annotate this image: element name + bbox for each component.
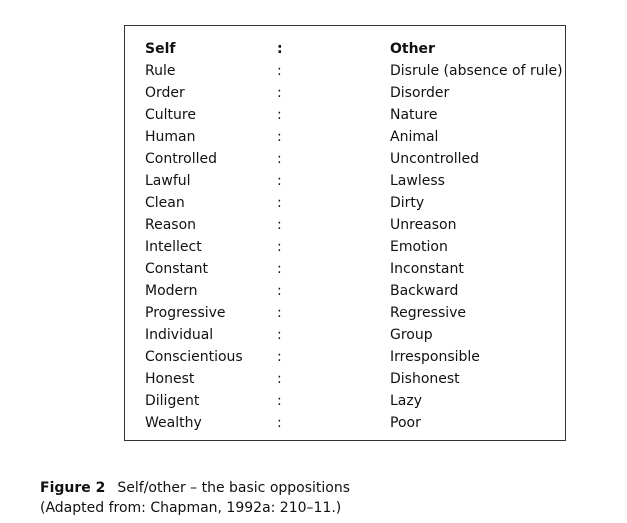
- separator-cell: :: [277, 217, 282, 233]
- table-row: Order: Disorder: [125, 82, 565, 104]
- other-cell: Lazy: [390, 393, 423, 409]
- self-cell: Reason: [145, 217, 197, 233]
- table-row: Honest: Dishonest: [125, 368, 565, 390]
- other-cell: Emotion: [390, 239, 448, 255]
- self-cell: Progressive: [145, 305, 226, 321]
- other-cell: Lawless: [390, 173, 445, 189]
- separator-cell: :: [277, 261, 282, 277]
- self-cell: Rule: [145, 63, 176, 79]
- self-cell: Order: [145, 85, 185, 101]
- figure-source: (Adapted from: Chapman, 1992a: 210–11.): [40, 500, 342, 516]
- other-cell: Uncontrolled: [390, 151, 480, 167]
- table-header-row: Self : Other: [125, 38, 565, 60]
- separator-cell: :: [277, 283, 282, 299]
- other-cell: Irresponsible: [390, 349, 480, 365]
- separator-cell: :: [277, 415, 282, 431]
- table-row: Individual: Group: [125, 324, 565, 346]
- oppositions-table: Self : Other Rule: Disrule (absence of ru…: [124, 25, 566, 441]
- other-cell: Backward: [390, 283, 459, 299]
- separator-cell: :: [277, 63, 282, 79]
- other-cell: Nature: [390, 107, 438, 123]
- header-separator: :: [277, 41, 283, 57]
- self-cell: Controlled: [145, 151, 217, 167]
- separator-cell: :: [277, 349, 282, 365]
- figure-caption: Figure 2 Self/other – the basic oppositio…: [40, 478, 350, 518]
- table-row: Wealthy: Poor: [125, 412, 565, 434]
- separator-cell: :: [277, 327, 282, 343]
- self-cell: Diligent: [145, 393, 200, 409]
- other-cell: Dishonest: [390, 371, 460, 387]
- table-row: Rule: Disrule (absence of rule): [125, 60, 565, 82]
- separator-cell: :: [277, 305, 282, 321]
- self-cell: Modern: [145, 283, 198, 299]
- other-cell: Poor: [390, 415, 421, 431]
- self-cell: Individual: [145, 327, 214, 343]
- separator-cell: :: [277, 129, 282, 145]
- other-cell: Disorder: [390, 85, 450, 101]
- other-cell: Dirty: [390, 195, 425, 211]
- table-row: Lawful: Lawless: [125, 170, 565, 192]
- table-row: Constant: Inconstant: [125, 258, 565, 280]
- caption-line: Figure 2 Self/other – the basic oppositio…: [40, 478, 350, 498]
- figure-title: Self/other – the basic oppositions: [117, 480, 351, 496]
- table-row: Culture: Nature: [125, 104, 565, 126]
- header-self: Self: [145, 41, 176, 57]
- separator-cell: :: [277, 151, 282, 167]
- table-row: Clean: Dirty: [125, 192, 565, 214]
- other-cell: Inconstant: [390, 261, 464, 277]
- self-cell: Constant: [145, 261, 208, 277]
- self-cell: Human: [145, 129, 196, 145]
- separator-cell: :: [277, 107, 282, 123]
- other-cell: Regressive: [390, 305, 467, 321]
- other-cell: Group: [390, 327, 433, 343]
- separator-cell: :: [277, 173, 282, 189]
- other-cell: Disrule (absence of rule): [390, 63, 563, 79]
- other-cell: Unreason: [390, 217, 457, 233]
- separator-cell: :: [277, 393, 282, 409]
- self-cell: Wealthy: [145, 415, 202, 431]
- self-cell: Honest: [145, 371, 195, 387]
- table-row: Modern: Backward: [125, 280, 565, 302]
- self-cell: Lawful: [145, 173, 191, 189]
- self-cell: Clean: [145, 195, 185, 211]
- separator-cell: :: [277, 195, 282, 211]
- self-cell: Intellect: [145, 239, 202, 255]
- header-other: Other: [390, 41, 435, 57]
- separator-cell: :: [277, 85, 282, 101]
- separator-cell: :: [277, 239, 282, 255]
- table-row: Controlled: Uncontrolled: [125, 148, 565, 170]
- table-row: Diligent: Lazy: [125, 390, 565, 412]
- table-row: Conscientious: Irresponsible: [125, 346, 565, 368]
- table-row: Reason: Unreason: [125, 214, 565, 236]
- separator-cell: :: [277, 371, 282, 387]
- self-cell: Culture: [145, 107, 196, 123]
- other-cell: Animal: [390, 129, 439, 145]
- table-row: Progressive: Regressive: [125, 302, 565, 324]
- table-row: Intellect: Emotion: [125, 236, 565, 258]
- self-cell: Conscientious: [145, 349, 243, 365]
- table-row: Human: Animal: [125, 126, 565, 148]
- figure-label: Figure 2: [40, 480, 106, 496]
